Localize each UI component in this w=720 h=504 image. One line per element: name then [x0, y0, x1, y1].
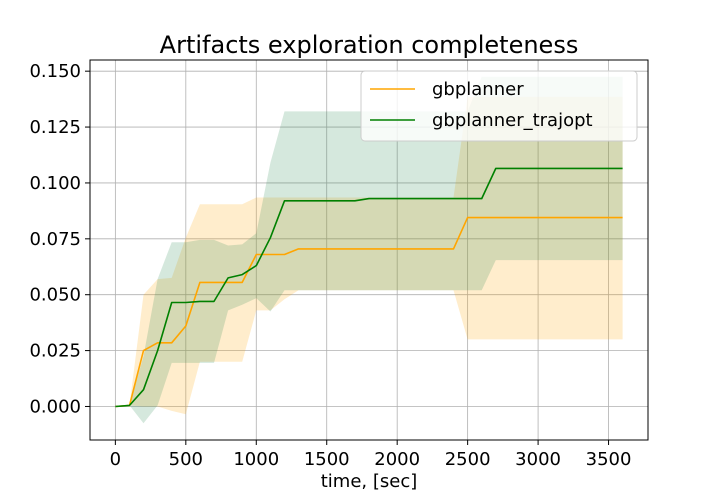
y-tick-label: 0.000 — [29, 396, 81, 417]
x-tick-label: 3500 — [586, 449, 632, 470]
x-tick-label: 2000 — [374, 449, 420, 470]
x-tick-label: 1000 — [233, 449, 279, 470]
x-tick-label: 2500 — [445, 449, 491, 470]
line-gbplanner-trajopt — [115, 167, 623, 408]
y-axis-ticks: 0.000 0.025 0.050 0.075 0.100 0.125 0.150 — [29, 61, 90, 417]
series-lines — [115, 167, 623, 408]
y-tick-label: 0.100 — [29, 173, 81, 194]
x-tick-label: 1500 — [304, 449, 350, 470]
y-tick-label: 0.150 — [29, 61, 81, 82]
legend: gbplanner gbplanner_trajopt — [360, 70, 638, 142]
legend-box — [360, 70, 638, 142]
legend-label-gbplanner-trajopt: gbplanner_trajopt — [432, 110, 593, 131]
y-tick-label: 0.025 — [29, 341, 81, 362]
y-tick-label: 0.125 — [29, 117, 81, 138]
x-axis-ticks: 0 500 1000 1500 2000 2500 3000 3500 — [110, 440, 632, 470]
plot-frame — [89, 59, 649, 441]
band-gbplanner-trajopt — [115, 76, 623, 424]
x-axis-label: time, [sec] — [321, 471, 418, 492]
legend-label-gbplanner: gbplanner — [432, 79, 524, 100]
confidence-bands — [115, 76, 623, 424]
y-tick-label: 0.075 — [29, 229, 81, 250]
x-tick-label: 0 — [110, 449, 121, 470]
line-gbplanner — [115, 216, 623, 408]
x-tick-label: 3000 — [515, 449, 561, 470]
band-gbplanner — [115, 96, 623, 415]
chart-title: Artifacts exploration completeness — [160, 31, 579, 59]
y-tick-label: 0.050 — [29, 285, 81, 306]
x-tick-label: 500 — [169, 449, 203, 470]
